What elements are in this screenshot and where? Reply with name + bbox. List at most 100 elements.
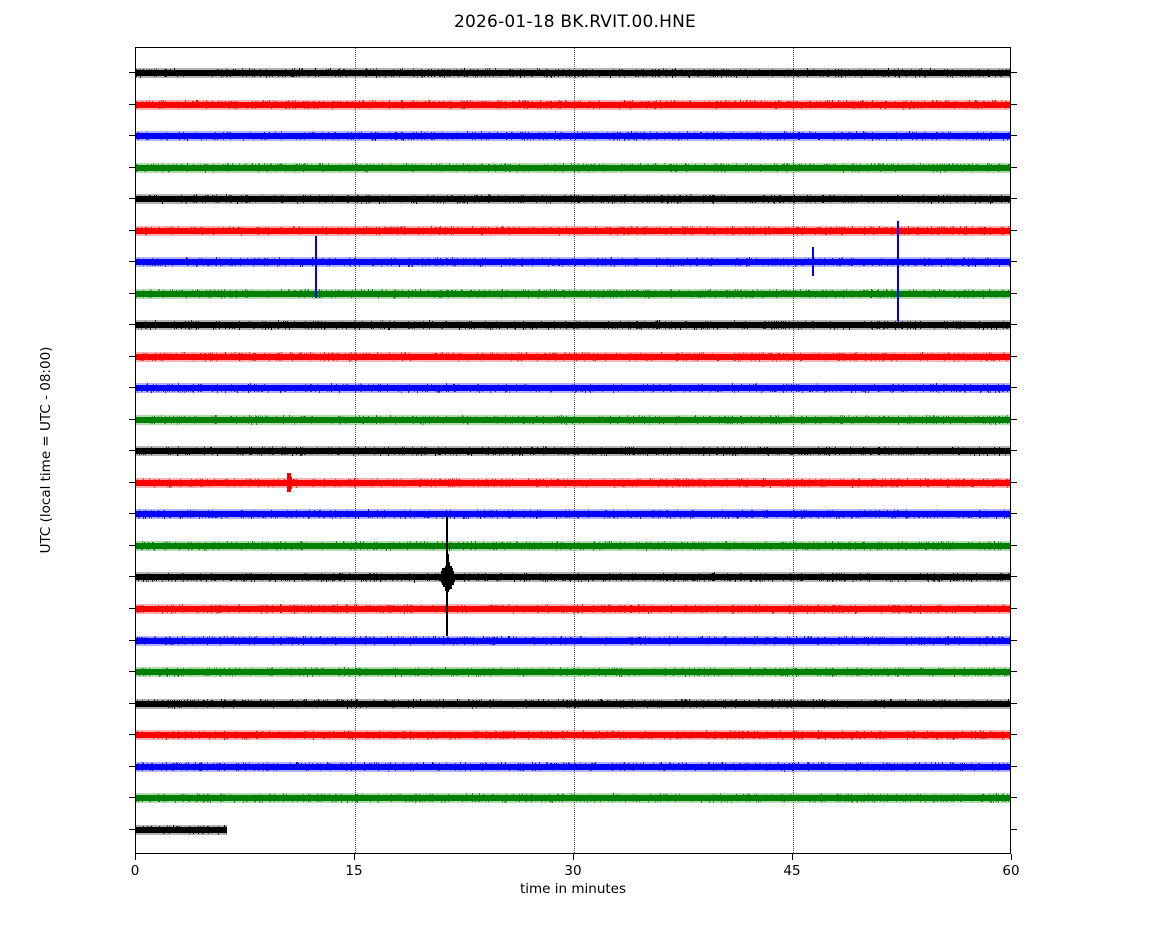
trace-sample — [240, 69, 242, 76]
trace-sample — [253, 69, 255, 78]
trace-sample — [217, 69, 219, 76]
trace-sample — [267, 70, 269, 75]
trace-sample — [145, 68, 147, 76]
trace-sample — [295, 69, 297, 78]
trace-sample — [251, 71, 253, 74]
trace-sample — [168, 69, 170, 76]
trace-sample — [136, 68, 138, 78]
trace-sample — [446, 68, 448, 78]
trace-sample — [397, 70, 399, 77]
trace-sample — [341, 70, 343, 76]
trace-sample — [186, 70, 188, 77]
trace-sample — [403, 70, 405, 76]
trace-sample — [198, 70, 200, 75]
trace-sample — [279, 71, 281, 75]
trace-sample — [236, 71, 238, 76]
trace-sample — [345, 70, 347, 77]
trace-sample — [189, 69, 191, 76]
trace-sample — [437, 69, 439, 77]
trace-sample — [304, 72, 306, 76]
trace-sample — [420, 70, 422, 75]
trace-sample — [286, 69, 288, 76]
trace-sample — [317, 70, 319, 77]
trace-sample — [309, 71, 311, 77]
trace-sample — [321, 70, 323, 75]
trace-sample — [245, 70, 247, 78]
trace-sample — [183, 71, 185, 76]
trace-sample — [192, 70, 194, 75]
trace-sample — [257, 70, 259, 75]
trace-sample — [419, 70, 421, 76]
trace-sample — [218, 71, 220, 75]
trace-sample — [160, 71, 162, 77]
trace-sample — [171, 70, 173, 74]
trace-sample — [477, 68, 479, 78]
trace-sample — [268, 69, 270, 78]
trace-sample — [433, 70, 435, 77]
trace-sample — [430, 68, 432, 78]
trace-sample — [284, 68, 286, 77]
trace-sample — [479, 70, 481, 76]
trace-sample — [463, 68, 465, 77]
trace-sample — [303, 69, 305, 76]
trace-sample — [331, 70, 333, 76]
trace-sample — [472, 69, 474, 78]
trace-sample — [163, 69, 165, 77]
trace-sample — [289, 71, 291, 76]
trace-sample — [394, 71, 396, 76]
trace-sample — [306, 69, 308, 76]
trace-sample — [385, 71, 387, 74]
trace-sample — [221, 69, 223, 78]
trace-sample — [458, 72, 460, 76]
trace-sample — [257, 71, 259, 75]
trace-sample — [166, 69, 168, 77]
trace-sample — [271, 69, 273, 78]
trace-sample — [379, 70, 381, 77]
trace-sample — [252, 68, 254, 77]
trace-sample — [349, 69, 351, 76]
trace-sample — [339, 68, 341, 77]
trace-sample — [481, 69, 483, 78]
trace-sample — [374, 70, 376, 77]
trace-sample — [362, 71, 364, 75]
trace-sample — [356, 71, 358, 74]
trace-sample — [211, 71, 213, 75]
trace-sample — [255, 71, 257, 74]
trace-sample — [278, 70, 280, 77]
trace-sample — [316, 71, 318, 74]
trace-sample — [146, 69, 148, 77]
trace-sample — [148, 68, 150, 76]
trace-sample — [445, 72, 447, 76]
trace-sample — [180, 70, 182, 76]
trace-sample — [466, 69, 468, 78]
trace-sample — [387, 70, 389, 76]
trace-sample — [413, 68, 415, 77]
trace-sample — [243, 70, 244, 76]
trace-sample — [415, 70, 417, 75]
trace-sample — [390, 72, 391, 75]
trace-sample — [434, 69, 436, 77]
trace-sample — [377, 70, 379, 76]
trace-sample — [427, 70, 429, 75]
trace-sample — [242, 68, 244, 77]
trace-sample — [225, 69, 227, 78]
trace-sample — [302, 68, 304, 77]
trace-sample — [224, 71, 226, 75]
trace-sample — [287, 69, 289, 77]
trace-sample — [367, 68, 369, 77]
trace-sample — [382, 70, 384, 77]
trace-sample — [196, 72, 198, 75]
trace-sample — [151, 68, 153, 77]
trace-sample — [222, 69, 224, 78]
trace-sample — [296, 69, 298, 75]
trace-sample — [308, 70, 310, 77]
trace-sample — [337, 69, 339, 78]
trace-sample — [454, 71, 456, 77]
trace-sample — [313, 71, 315, 74]
trace-sample — [283, 69, 285, 75]
trace-sample — [202, 70, 204, 76]
trace-sample — [142, 69, 144, 77]
trace-sample — [159, 69, 161, 76]
trace-sample — [155, 68, 157, 77]
trace-sample — [389, 69, 391, 76]
